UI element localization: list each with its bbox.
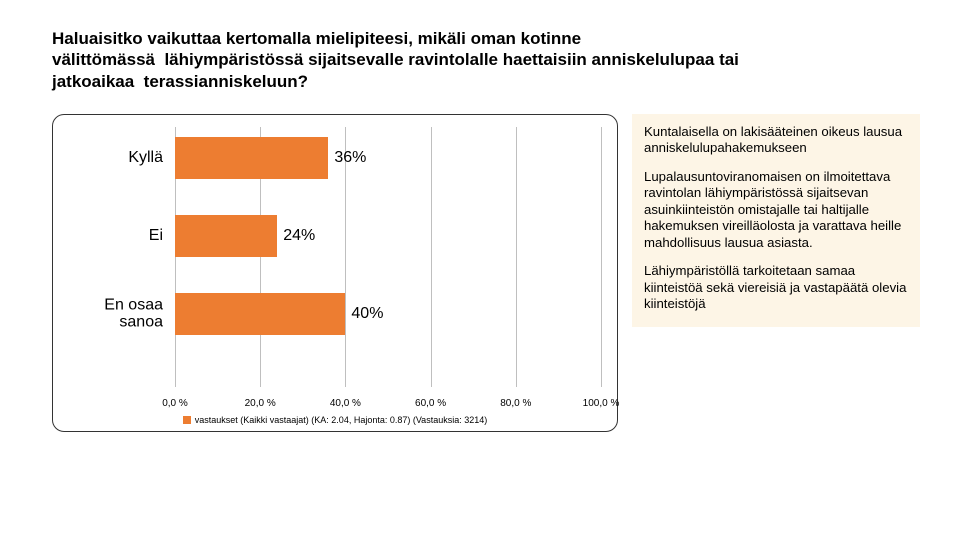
side-panel: Kuntalaisella on lakisääteinen oikeus la… <box>632 114 920 327</box>
legend-text: vastaukset (Kaikki vastaajat) (KA: 2.04,… <box>195 415 487 425</box>
bar-value-label: 36% <box>334 149 366 167</box>
category-label: Ei <box>65 227 175 245</box>
x-tick-label: 0,0 % <box>162 398 188 409</box>
bar <box>175 215 277 257</box>
chart-legend: vastaukset (Kaikki vastaajat) (KA: 2.04,… <box>53 415 617 425</box>
x-tick-label: 100,0 % <box>583 398 620 409</box>
slide-title: Haluaisitko vaikuttaa kertomalla mielipi… <box>52 28 752 92</box>
content-row: 0,0 % 20,0 % 40,0 % 60,0 % 80,0 % 100,0 % Kyll… <box>52 114 920 432</box>
gridline <box>601 127 602 387</box>
side-paragraph: Kuntalaisella on lakisääteinen oikeus la… <box>644 124 908 157</box>
side-paragraph: Lupalausuntoviranomaisen on ilmoitettava… <box>644 169 908 252</box>
bar <box>175 137 328 179</box>
x-tick-label: 20,0 % <box>245 398 276 409</box>
legend-swatch <box>183 416 191 424</box>
category-label: Kyllä <box>65 149 175 167</box>
chart-plot-area: 0,0 %20,0 %40,0 %60,0 %80,0 %100,0 %Kyll… <box>175 127 601 387</box>
x-tick-label: 60,0 % <box>415 398 446 409</box>
bar-row: Kyllä36% <box>175 137 601 179</box>
x-tick-label: 80,0 % <box>500 398 531 409</box>
category-label: En osaa sanoa <box>65 296 175 331</box>
bar <box>175 293 345 335</box>
slide: Haluaisitko vaikuttaa kertomalla mielipi… <box>0 0 960 540</box>
x-tick-label: 40,0 % <box>330 398 361 409</box>
bar-value-label: 40% <box>351 305 383 323</box>
side-paragraph: Lähiympäristöllä tarkoitetaan samaa kiin… <box>644 263 908 313</box>
bar-row: En osaa sanoa40% <box>175 293 601 335</box>
chart-panel: 0,0 % 20,0 % 40,0 % 60,0 % 80,0 % 100,0 % Kyll… <box>52 114 618 432</box>
bar-row: Ei24% <box>175 215 601 257</box>
bar-value-label: 24% <box>283 227 315 245</box>
